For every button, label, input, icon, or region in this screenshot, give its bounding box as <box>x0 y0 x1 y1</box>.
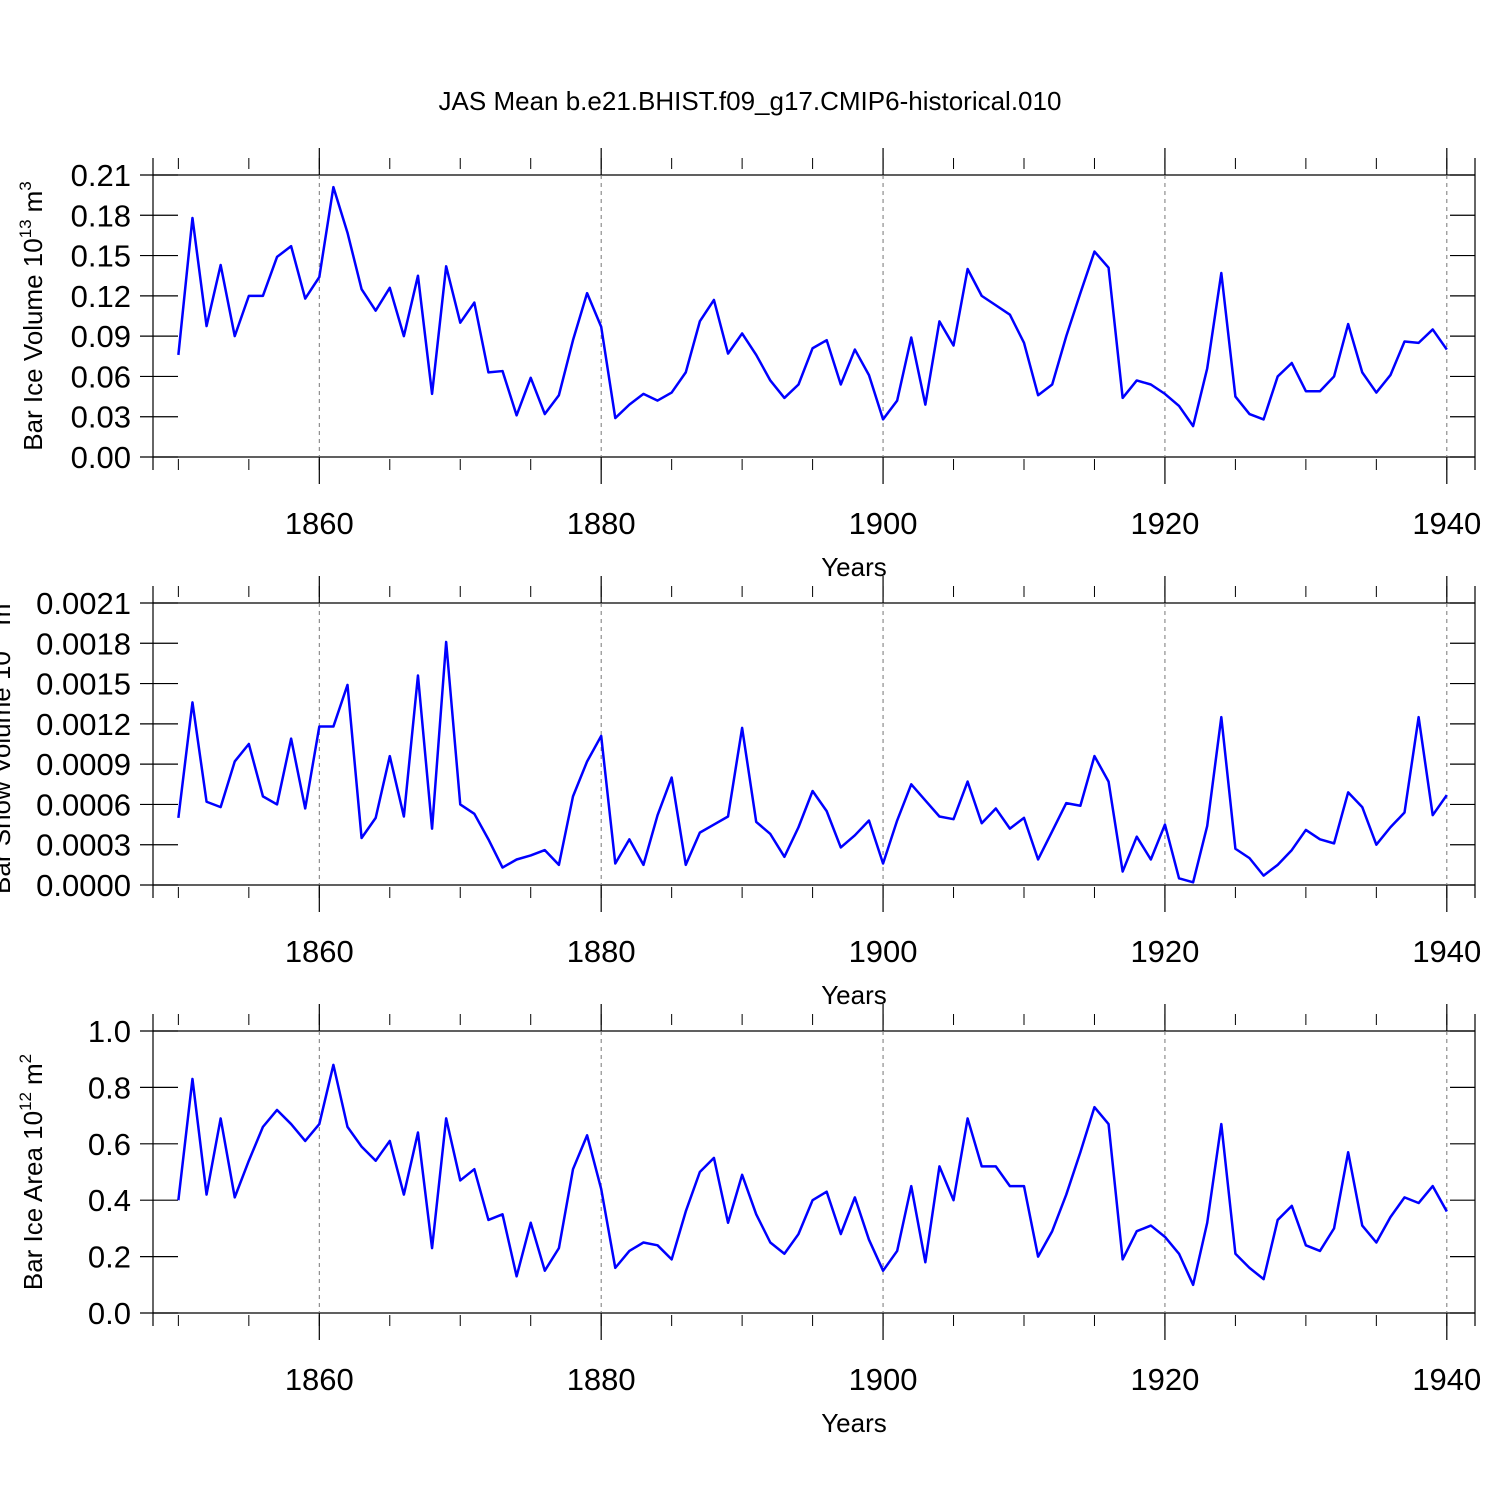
y-tick-label: 0.0 <box>88 1296 131 1331</box>
y-tick-label: 1.0 <box>88 1014 131 1049</box>
x-axis-label: Years <box>821 980 887 1010</box>
y-tick-label: 0.0009 <box>36 747 131 782</box>
y-axis-label: Bar Ice Volume 1013 m3 <box>16 181 48 451</box>
y-axis-label: Bar Ice Area 1012 m2 <box>16 1054 48 1290</box>
y-tick-label: 0.4 <box>88 1183 131 1218</box>
y-tick-label: 0.0000 <box>36 868 131 903</box>
data-line <box>177 1063 1448 1287</box>
panel: 1860 1880 1900 1920 1940 0.00 0.03 0.06 0.09 0.12… <box>16 148 1481 582</box>
panel: 1860 1880 1900 1920 1940 0.0000 0.0003 0.0006 0.… <box>0 576 1481 1010</box>
y-tick-label: 0.09 <box>71 319 131 354</box>
x-tick-label: 1940 <box>1412 1362 1481 1397</box>
x-axis-label: Years <box>821 552 887 582</box>
x-tick-label: 1860 <box>285 934 354 969</box>
y-tick-label: 0.8 <box>88 1070 131 1105</box>
y-tick-label: 0.12 <box>71 279 131 314</box>
y-label-exponent: 2 <box>16 1054 35 1063</box>
y-label-text: Bar Snow Volume 10 <box>0 651 16 894</box>
y-tick-label: 0.6 <box>88 1127 131 1162</box>
data-line <box>177 640 1448 884</box>
x-tick-label: 1920 <box>1130 1362 1199 1397</box>
y-tick-label: 0.0021 <box>36 586 131 621</box>
y-label-text: Bar Ice Volume 10 <box>18 238 48 450</box>
y-tick-label: 0.00 <box>71 440 131 475</box>
x-tick-label: 1860 <box>285 1362 354 1397</box>
y-label-exponent: 13 <box>16 219 35 238</box>
x-tick-label: 1920 <box>1130 506 1199 541</box>
y-tick-label: 0.0015 <box>36 667 131 702</box>
panel: 1860 1880 1900 1920 1940 0.0 0.2 0.4 0.6 0.8 1.0 Ye… <box>16 1004 1481 1438</box>
y-tick-label: 0.0018 <box>36 626 131 661</box>
x-tick-label: 1860 <box>285 506 354 541</box>
x-tick-label: 1880 <box>567 1362 636 1397</box>
y-tick-label: 0.03 <box>71 400 131 435</box>
y-tick-label: 0.0012 <box>36 707 131 742</box>
y-label-unit: m <box>0 604 16 626</box>
y-axis-label: Bar Snow Volume 1013 m3 <box>0 594 16 894</box>
x-tick-label: 1900 <box>849 934 918 969</box>
y-label-exponent: 3 <box>16 181 35 190</box>
y-label-exponent: 13 <box>0 632 3 651</box>
y-tick-label: 0.18 <box>71 198 131 233</box>
figure-title: JAS Mean b.e21.BHIST.f09_g17.CMIP6-histo… <box>439 86 1062 116</box>
y-tick-label: 0.06 <box>71 359 131 394</box>
x-tick-label: 1940 <box>1412 934 1481 969</box>
x-tick-label: 1900 <box>849 1362 918 1397</box>
y-tick-label: 0.21 <box>71 158 131 193</box>
x-axis-label: Years <box>821 1408 887 1438</box>
y-label-exponent: 3 <box>0 594 3 603</box>
y-tick-label: 0.0003 <box>36 828 131 863</box>
y-label-text: Bar Ice Area 10 <box>18 1111 48 1290</box>
x-tick-label: 1900 <box>849 506 918 541</box>
y-label-unit: m <box>18 191 48 213</box>
x-tick-label: 1880 <box>567 934 636 969</box>
y-label-unit: m <box>18 1063 48 1085</box>
x-tick-label: 1920 <box>1130 934 1199 969</box>
x-tick-label: 1940 <box>1412 506 1481 541</box>
y-tick-label: 0.0006 <box>36 787 131 822</box>
x-tick-label: 1880 <box>567 506 636 541</box>
y-tick-label: 0.2 <box>88 1240 131 1275</box>
y-tick-label: 0.15 <box>71 239 131 274</box>
data-line <box>177 185 1448 428</box>
y-label-exponent: 12 <box>16 1092 35 1111</box>
